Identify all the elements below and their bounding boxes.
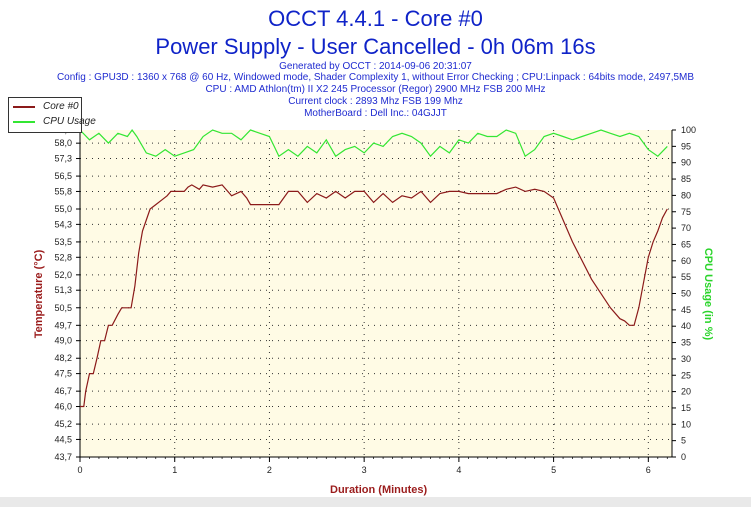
y-tick-label: 52,0 — [54, 270, 72, 280]
y2-tick-label: 100 — [681, 125, 696, 135]
series-cpu-usage-line — [79, 128, 668, 158]
clock-info: Current clock : 2893 Mhz FSB 199 Mhz — [288, 96, 463, 107]
y2-tick-label: 40 — [681, 321, 691, 331]
series-core-line — [80, 184, 668, 408]
legend-item-core: Core #0 — [9, 100, 81, 114]
x-tick-label: 3 — [362, 465, 367, 475]
y-tick-label: 51,3 — [54, 285, 72, 295]
y-tick-label: 49,7 — [54, 320, 72, 330]
generated-info: Generated by OCCT : 2014-09-06 20:31:07 — [279, 61, 472, 72]
x-tick-label: 2 — [267, 465, 272, 475]
y-tick-label: 46,7 — [54, 386, 72, 396]
window-bottom-edge — [0, 497, 751, 507]
y2-tick-label: 75 — [681, 207, 691, 217]
x-tick-label: 0 — [77, 465, 82, 475]
x-tick-label: 1 — [172, 465, 177, 475]
legend-item-cpu: CPU Usage — [9, 115, 96, 129]
y-tick-label: 44,5 — [54, 434, 72, 444]
y-tick-label: 43,7 — [54, 452, 72, 462]
y2-tick-label: 30 — [681, 354, 691, 364]
y-tick-label: 56,5 — [54, 171, 72, 181]
legend: Core #0 CPU Usage — [8, 97, 96, 133]
y2-axis-title: CPU Usage (in %) — [702, 247, 714, 341]
y-tick-label: 57,3 — [54, 154, 72, 164]
y2-tick-label: 70 — [681, 223, 691, 233]
chart-title: OCCT 4.4.1 - Core #0 — [268, 6, 483, 31]
x-tick-label: 6 — [646, 465, 651, 475]
y2-tick-label: 60 — [681, 256, 691, 266]
legend-swatch-core — [13, 106, 35, 108]
y-tick-label: 54,3 — [54, 219, 72, 229]
y2-tick-label: 95 — [681, 141, 691, 151]
config-info: Config : GPU3D : 1360 x 768 @ 60 Hz, Win… — [56, 72, 695, 83]
x-tick-label: 5 — [551, 465, 556, 475]
plot-area — [80, 130, 672, 457]
y2-tick-label: 80 — [681, 190, 691, 200]
y-tick-label: 49,0 — [54, 336, 72, 346]
y-axis-title: Temperature (°C) — [33, 249, 45, 339]
y2-tick-label: 45 — [681, 305, 691, 315]
y2-tick-label: 85 — [681, 174, 691, 184]
y2-tick-label: 10 — [681, 419, 691, 429]
y2-tick-label: 35 — [681, 338, 691, 348]
y-tick-label: 55,8 — [54, 186, 72, 196]
y2-tick-label: 20 — [681, 387, 691, 397]
y2-tick-label: 0 — [681, 452, 686, 462]
y2-tick-label: 55 — [681, 272, 691, 282]
legend-swatch-cpu — [13, 121, 35, 123]
y-tick-label: 45,2 — [54, 419, 72, 429]
y2-tick-label: 15 — [681, 403, 691, 413]
legend-label-core: Core #0 — [43, 101, 79, 112]
cpu-info: CPU : AMD Athlon(tm) II X2 245 Processor… — [205, 84, 546, 95]
y-tick-label: 46,0 — [54, 402, 72, 412]
y-tick-label: 47,5 — [54, 369, 72, 379]
y-tick-label: 50,5 — [54, 303, 72, 313]
motherboard-info: MotherBoard : Dell Inc.: 04GJJT — [304, 108, 447, 119]
y-tick-label: 55,0 — [54, 204, 72, 214]
y2-tick-label: 65 — [681, 239, 691, 249]
y2-tick-label: 25 — [681, 370, 691, 380]
y-tick-label: 53,5 — [54, 237, 72, 247]
y2-tick-label: 50 — [681, 289, 691, 299]
x-tick-label: 4 — [456, 465, 461, 475]
y2-tick-label: 90 — [681, 158, 691, 168]
y2-tick-label: 5 — [681, 436, 686, 446]
chart-subtitle: Power Supply - User Cancelled - 0h 06m 1… — [155, 34, 596, 59]
y-tick-label: 48,2 — [54, 353, 72, 363]
x-axis-title: Duration (Minutes) — [330, 484, 428, 496]
legend-label-cpu: CPU Usage — [43, 116, 96, 127]
y-tick-label: 52,8 — [54, 252, 72, 262]
y-tick-label: 58,0 — [54, 138, 72, 148]
